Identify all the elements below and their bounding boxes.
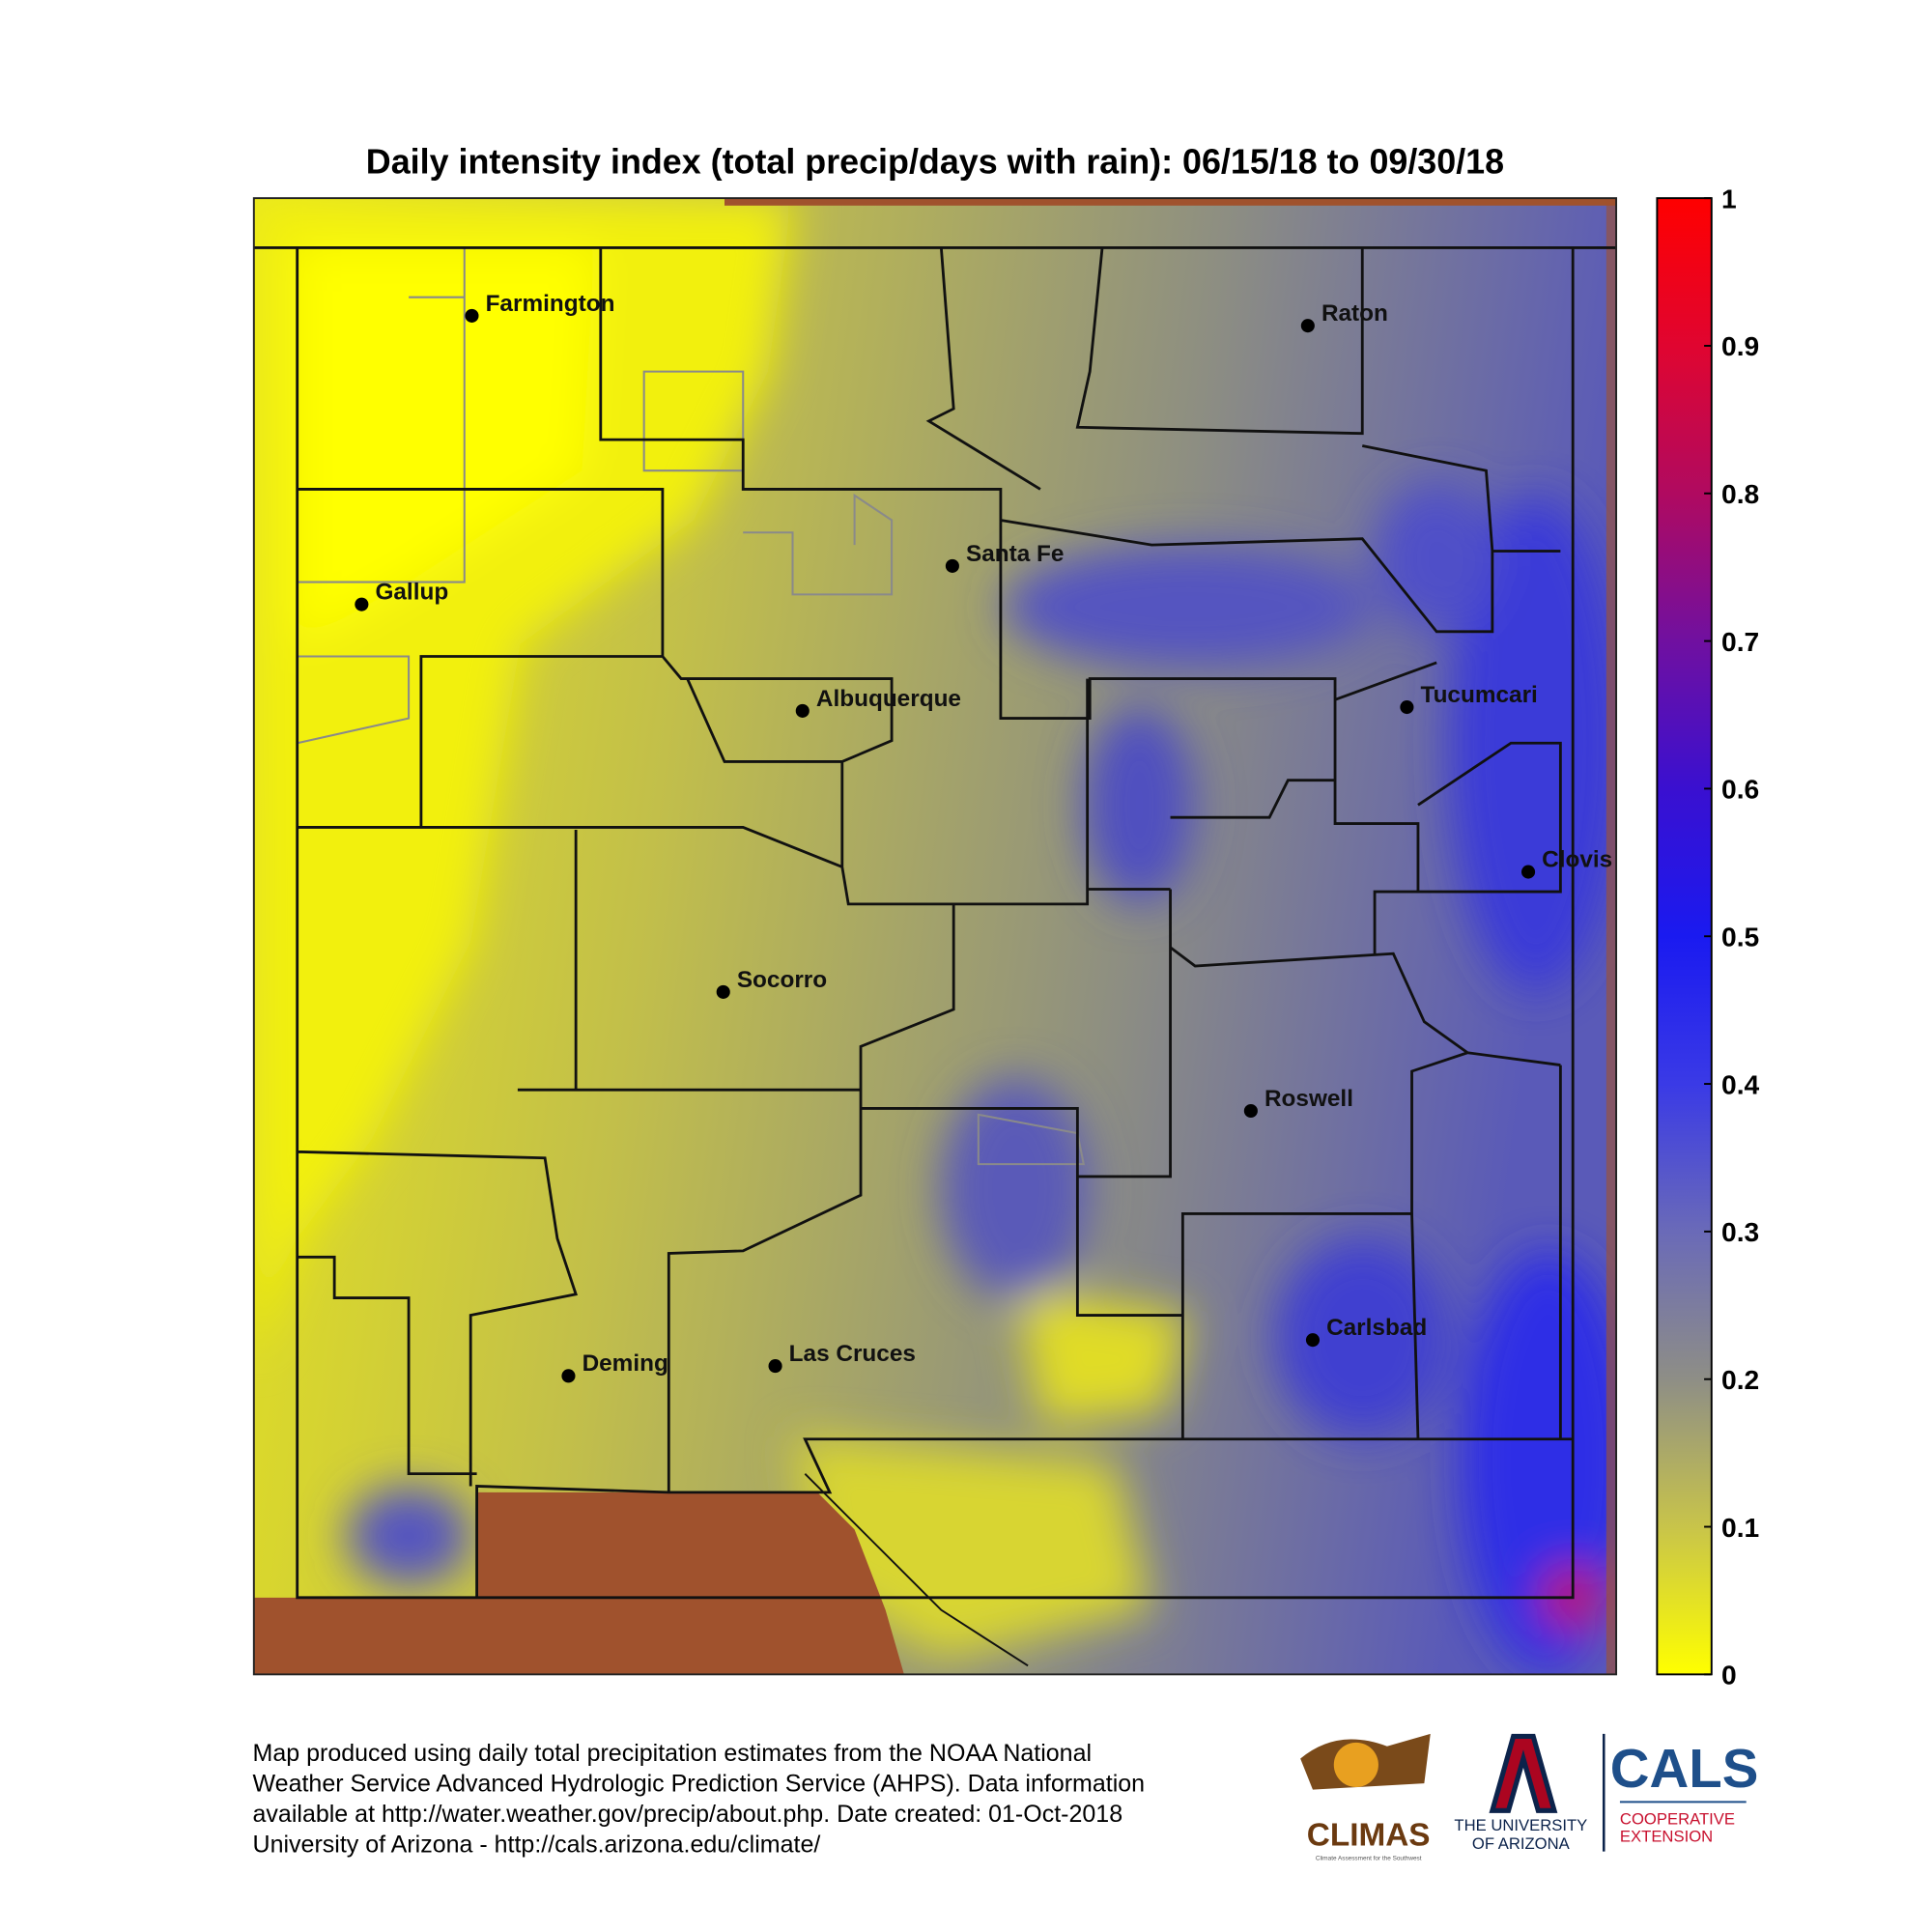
colorbar-tick-label: 1	[1721, 183, 1737, 213]
rio-grande	[804, 1472, 1029, 1667]
cals-line: EXTENSION	[1620, 1827, 1713, 1845]
city-dot	[465, 308, 479, 323]
mexico	[253, 1492, 904, 1675]
climas-sun	[1333, 1742, 1378, 1787]
city-dot	[716, 984, 730, 999]
cities: Farmington Raton Santa Fe Gallup Albuquerque…	[355, 291, 1612, 1383]
logos: CLIMAS Climate Assessment for the Southw…	[1300, 1733, 1759, 1862]
colorbar-tick-label: 0.2	[1721, 1364, 1759, 1395]
edge-strip	[724, 198, 1617, 206]
colorbar-tick-label: 0	[1721, 1660, 1737, 1690]
city-dot	[355, 597, 369, 611]
city-dot	[768, 1359, 782, 1374]
colorbar-tick-label: 0.5	[1721, 921, 1759, 952]
footer: Map produced using daily total precipita…	[253, 1740, 1146, 1858]
city-dot	[795, 703, 810, 718]
city-label: Socorro	[737, 967, 827, 993]
city-label: Farmington	[486, 291, 615, 317]
footer-line: Map produced using daily total precipita…	[253, 1740, 1093, 1767]
city-dot	[1243, 1103, 1258, 1119]
city-dot	[561, 1369, 576, 1383]
city-label: Roswell	[1264, 1086, 1353, 1112]
map-title: Daily intensity index (total precip/days…	[366, 142, 1504, 181]
city-label: Raton	[1321, 300, 1388, 327]
city-label: Deming	[582, 1350, 668, 1377]
climas-tagline: Climate Assessment for the Southwest	[1316, 1856, 1422, 1862]
city-dot	[1300, 319, 1315, 333]
city-dot	[1305, 1333, 1321, 1348]
city-dot	[1521, 865, 1536, 879]
city-label: Tucumcari	[1421, 682, 1538, 708]
city-label: Gallup	[375, 580, 448, 606]
map-frame	[252, 197, 1618, 1676]
city-label: Clovis	[1542, 846, 1612, 872]
tribal-lines	[297, 246, 1086, 1166]
ua-a	[1489, 1733, 1558, 1813]
colorbar	[1656, 197, 1713, 1676]
city-label: Albuquerque	[816, 686, 961, 712]
colorbar-tick-label: 0.1	[1721, 1512, 1759, 1543]
precip-field	[253, 198, 1617, 1675]
footer-line: University of Arizona - http://cals.ariz…	[253, 1831, 821, 1858]
boundaries	[252, 197, 1618, 1676]
ua-line: OF ARIZONA	[1472, 1834, 1571, 1853]
ua-line: THE UNIVERSITY	[1454, 1816, 1587, 1834]
colorbar-ticks: 0 0.1 0.2 0.3 0.4 0.5 0.6 0.7 0.8 0.9 1	[1704, 183, 1760, 1690]
colorbar-tick-label: 0.3	[1721, 1216, 1759, 1247]
footer-line: Weather Service Advanced Hydrologic Pred…	[253, 1770, 1146, 1797]
city-label: Carlsbad	[1326, 1315, 1427, 1341]
city-label: Las Cruces	[789, 1341, 916, 1367]
city-dot	[945, 558, 959, 573]
edge-strip	[1605, 198, 1617, 1675]
colorbar-tick-label: 0.6	[1721, 774, 1759, 805]
city-label: Santa Fe	[966, 541, 1064, 567]
colorbar-tick-label: 0.4	[1721, 1068, 1760, 1099]
colorbar-tick-label: 0.7	[1721, 626, 1759, 657]
climas-name: CLIMAS	[1307, 1817, 1431, 1853]
county-lines	[253, 246, 1617, 1600]
colorbar-tick-label: 0.8	[1721, 478, 1759, 509]
cals-line: COOPERATIVE	[1620, 1809, 1735, 1828]
footer-line: available at http://water.weather.gov/pr…	[253, 1801, 1123, 1828]
city-dot	[1400, 700, 1414, 715]
colorbar-tick-label: 0.9	[1721, 330, 1759, 361]
cals-name: CALS	[1610, 1738, 1759, 1799]
